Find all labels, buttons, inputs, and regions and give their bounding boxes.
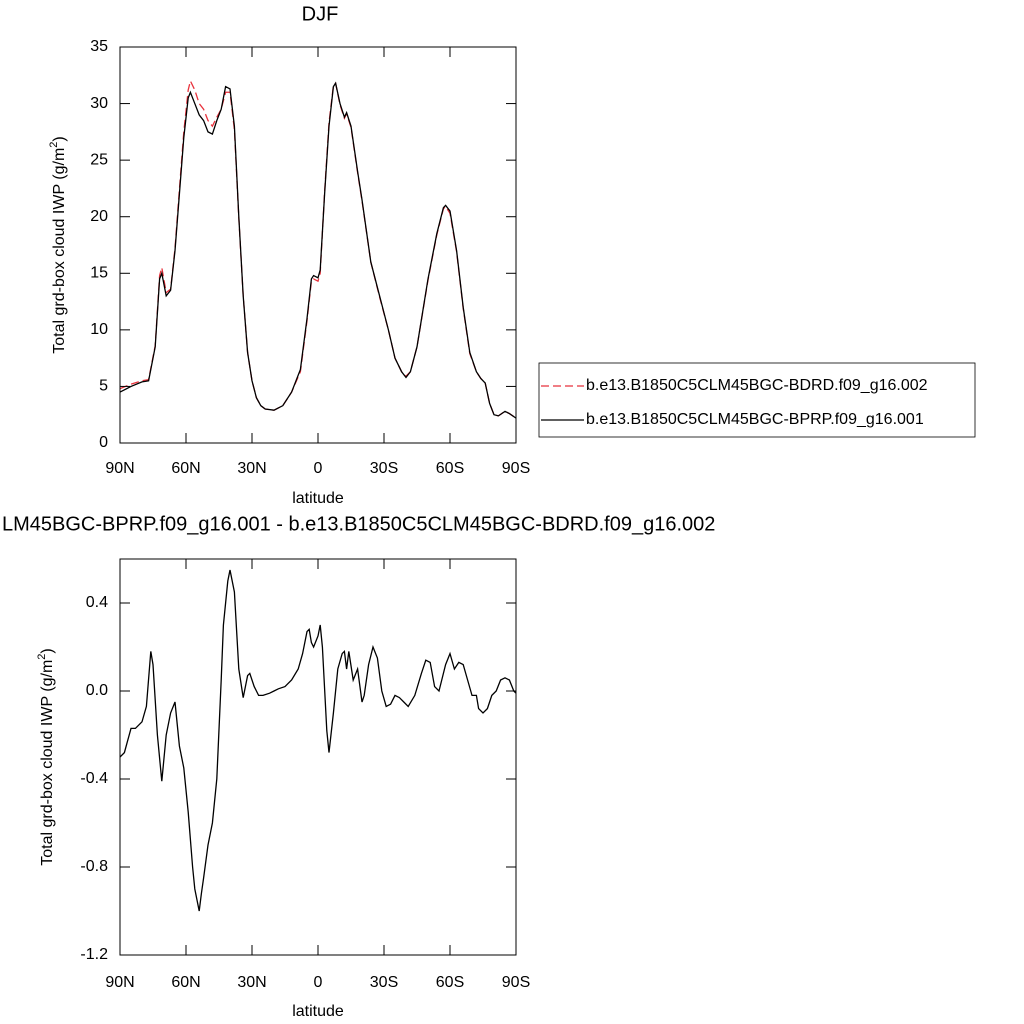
y-axis-label-part: 2 bbox=[36, 654, 48, 660]
x-tick-label: 90N bbox=[105, 974, 134, 991]
x-axis-label: latitude bbox=[292, 1003, 344, 1020]
y-tick-label: 0 bbox=[99, 434, 108, 451]
y-tick-label: 35 bbox=[90, 38, 108, 55]
y-axis-label: Total grd-box cloud IWP (g/m2) bbox=[36, 648, 56, 865]
y-tick-label: 10 bbox=[90, 321, 108, 338]
x-tick-label: 30N bbox=[237, 460, 266, 477]
y-axis-label-part: Total grd-box cloud IWP (g/m bbox=[51, 148, 68, 354]
y-axis-label-part: Total grd-box cloud IWP (g/m bbox=[39, 660, 56, 866]
x-tick-label: 30S bbox=[370, 974, 398, 991]
legend-label: b.e13.B1850C5CLM45BGC-BDRD.f09_g16.002 bbox=[586, 377, 928, 394]
y-axis-label: Total grd-box cloud IWP (g/m2) bbox=[48, 136, 68, 353]
plot-frame bbox=[119, 46, 517, 444]
x-tick-label: 90S bbox=[502, 460, 530, 477]
y-tick-label: -0.4 bbox=[80, 770, 108, 787]
y-tick-label: 5 bbox=[99, 378, 108, 395]
x-tick-label: 90N bbox=[105, 460, 134, 477]
chart-title: LM45BGC-BPRP.f09_g16.001 - b.e13.B1850C5… bbox=[2, 513, 715, 535]
data-line bbox=[120, 79, 516, 419]
x-axis-label: latitude bbox=[292, 490, 344, 507]
data-line bbox=[120, 569, 516, 912]
y-tick-label: 0.4 bbox=[86, 594, 108, 611]
y-axis-label-part: ) bbox=[39, 648, 56, 653]
x-tick-label: 60S bbox=[436, 460, 464, 477]
x-tick-label: 60N bbox=[171, 974, 200, 991]
y-tick-label: 20 bbox=[90, 208, 108, 225]
y-tick-label: -0.8 bbox=[80, 858, 108, 875]
y-axis-label-part: 2 bbox=[48, 142, 60, 148]
x-tick-label: 0 bbox=[314, 460, 323, 477]
y-tick-label: 0.0 bbox=[86, 682, 108, 699]
x-tick-label: 90S bbox=[502, 974, 530, 991]
y-tick-label: -1.2 bbox=[80, 946, 108, 963]
legend-label: b.e13.B1850C5CLM45BGC-BPRP.f09_g16.001 bbox=[586, 411, 924, 428]
y-tick-label: 15 bbox=[90, 265, 108, 282]
y-tick-label: 25 bbox=[90, 151, 108, 168]
legend-box bbox=[538, 362, 976, 438]
plot-frame bbox=[119, 558, 517, 956]
chart-title: DJF bbox=[302, 3, 339, 25]
x-tick-label: 0 bbox=[314, 974, 323, 991]
data-line bbox=[120, 81, 516, 419]
x-tick-label: 30N bbox=[237, 974, 266, 991]
x-tick-label: 60N bbox=[171, 460, 200, 477]
x-tick-label: 60S bbox=[436, 974, 464, 991]
y-axis-label-part: ) bbox=[51, 136, 68, 141]
y-tick-label: 30 bbox=[90, 95, 108, 112]
x-tick-label: 30S bbox=[370, 460, 398, 477]
